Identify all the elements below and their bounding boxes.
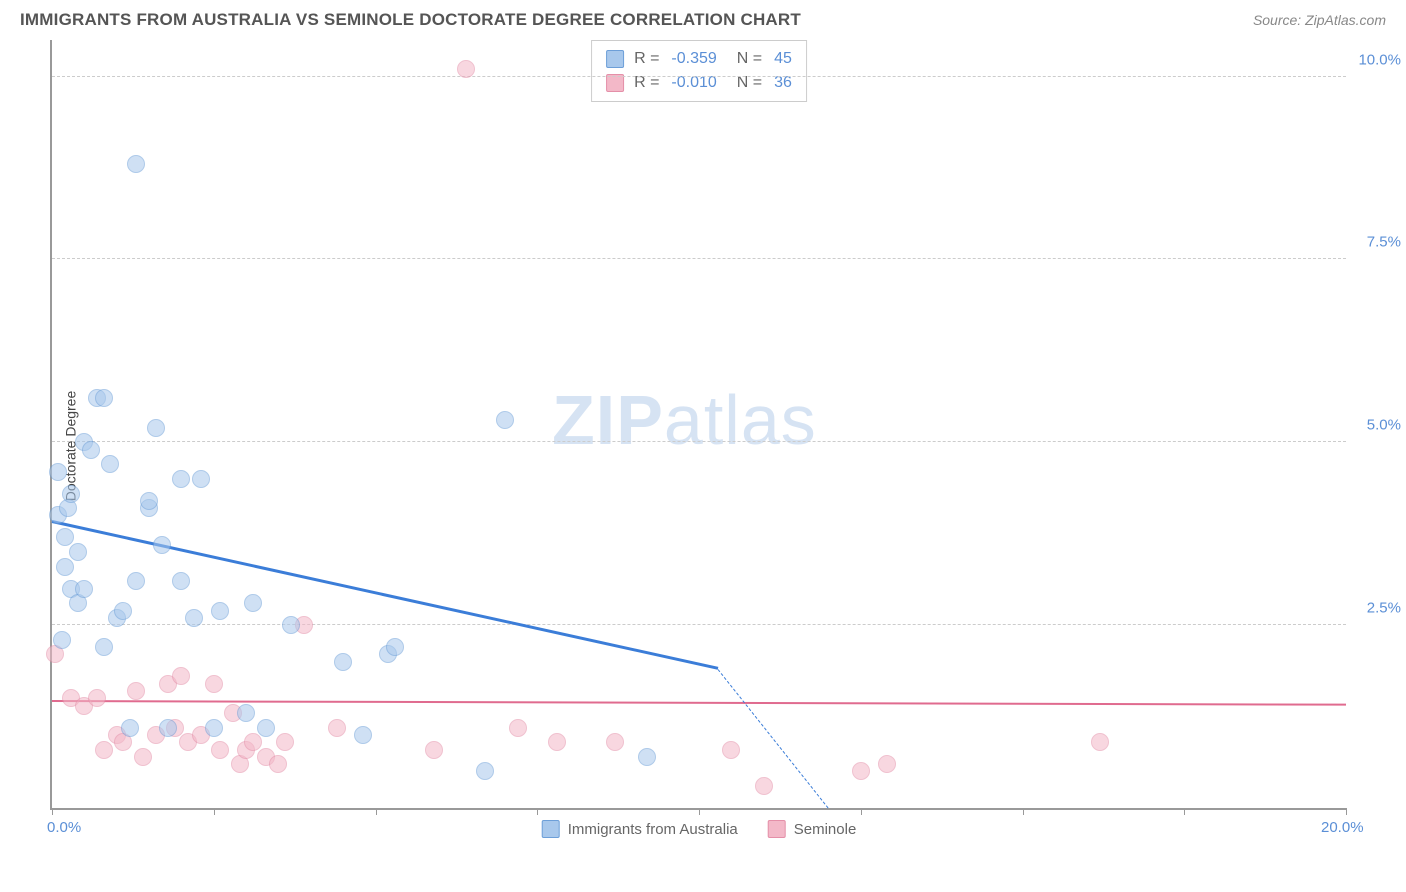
series-swatch-icon	[606, 74, 624, 92]
scatter-point	[244, 594, 262, 612]
stat-value: -0.359	[671, 47, 716, 71]
scatter-point	[56, 528, 74, 546]
scatter-point	[328, 719, 346, 737]
scatter-point	[53, 631, 71, 649]
scatter-point	[334, 653, 352, 671]
source-label: Source: ZipAtlas.com	[1253, 12, 1386, 28]
scatter-point	[121, 719, 139, 737]
y-tick-label: 2.5%	[1367, 600, 1401, 617]
scatter-point	[237, 704, 255, 722]
gridline	[52, 76, 1346, 77]
scatter-point	[205, 719, 223, 737]
scatter-point	[638, 748, 656, 766]
scatter-point	[172, 572, 190, 590]
gridline	[52, 441, 1346, 442]
scatter-point	[134, 748, 152, 766]
stat-value: 45	[774, 47, 792, 71]
scatter-point	[140, 492, 158, 510]
trend-line	[718, 669, 829, 808]
scatter-point	[386, 638, 404, 656]
bottom-legend: Immigrants from Australia Seminole	[542, 820, 857, 838]
scatter-point	[147, 419, 165, 437]
x-tick-mark	[861, 808, 862, 815]
chart-title: IMMIGRANTS FROM AUSTRALIA VS SEMINOLE DO…	[20, 10, 801, 30]
y-tick-label: 10.0%	[1358, 51, 1401, 68]
scatter-point	[127, 155, 145, 173]
x-tick-label: 20.0%	[1321, 819, 1364, 836]
legend-label: Seminole	[794, 821, 857, 838]
scatter-point	[496, 411, 514, 429]
scatter-point	[192, 470, 210, 488]
scatter-point	[127, 572, 145, 590]
y-tick-label: 5.0%	[1367, 417, 1401, 434]
scatter-point	[69, 543, 87, 561]
x-tick-mark	[1184, 808, 1185, 815]
scatter-point	[425, 741, 443, 759]
scatter-point	[101, 455, 119, 473]
gridline	[52, 258, 1346, 259]
x-tick-mark	[1346, 808, 1347, 815]
scatter-point	[153, 536, 171, 554]
stat-label: N =	[737, 47, 762, 71]
scatter-point	[185, 609, 203, 627]
scatter-point	[211, 602, 229, 620]
scatter-point	[62, 485, 80, 503]
scatter-point	[257, 719, 275, 737]
stats-row: R = -0.359 N = 45	[606, 47, 792, 71]
legend-label: Immigrants from Australia	[568, 821, 738, 838]
gridline	[52, 624, 1346, 625]
scatter-point	[457, 60, 475, 78]
scatter-point	[49, 463, 67, 481]
scatter-point	[56, 558, 74, 576]
scatter-point	[282, 616, 300, 634]
x-tick-mark	[214, 808, 215, 815]
x-tick-label: 0.0%	[47, 819, 81, 836]
x-tick-mark	[376, 808, 377, 815]
scatter-point	[127, 682, 145, 700]
scatter-point	[606, 733, 624, 751]
scatter-point	[244, 733, 262, 751]
legend-item: Seminole	[768, 820, 857, 838]
scatter-point	[878, 755, 896, 773]
stats-legend-box: R = -0.359 N = 45 R = -0.010 N = 36	[591, 40, 807, 102]
series-swatch-icon	[768, 820, 786, 838]
scatter-point	[755, 777, 773, 795]
stat-label: R =	[634, 47, 659, 71]
scatter-point	[88, 689, 106, 707]
x-tick-mark	[537, 808, 538, 815]
scatter-point	[354, 726, 372, 744]
scatter-point	[476, 762, 494, 780]
legend-item: Immigrants from Australia	[542, 820, 738, 838]
scatter-point	[269, 755, 287, 773]
scatter-point	[82, 441, 100, 459]
x-tick-mark	[699, 808, 700, 815]
scatter-point	[95, 638, 113, 656]
series-swatch-icon	[542, 820, 560, 838]
scatter-point	[1091, 733, 1109, 751]
scatter-point	[852, 762, 870, 780]
scatter-point	[114, 602, 132, 620]
scatter-point	[75, 580, 93, 598]
scatter-point	[211, 741, 229, 759]
scatter-point	[276, 733, 294, 751]
x-tick-mark	[1023, 808, 1024, 815]
scatter-point	[548, 733, 566, 751]
scatter-plot-area: ZIPatlas R = -0.359 N = 45 R = -0.010 N …	[50, 40, 1346, 810]
scatter-point	[172, 470, 190, 488]
scatter-point	[172, 667, 190, 685]
y-tick-label: 7.5%	[1367, 234, 1401, 251]
watermark: ZIPatlas	[552, 380, 817, 460]
scatter-point	[95, 389, 113, 407]
scatter-point	[159, 719, 177, 737]
x-tick-mark	[52, 808, 53, 815]
scatter-point	[509, 719, 527, 737]
series-swatch-icon	[606, 50, 624, 68]
scatter-point	[205, 675, 223, 693]
scatter-point	[95, 741, 113, 759]
scatter-point	[722, 741, 740, 759]
